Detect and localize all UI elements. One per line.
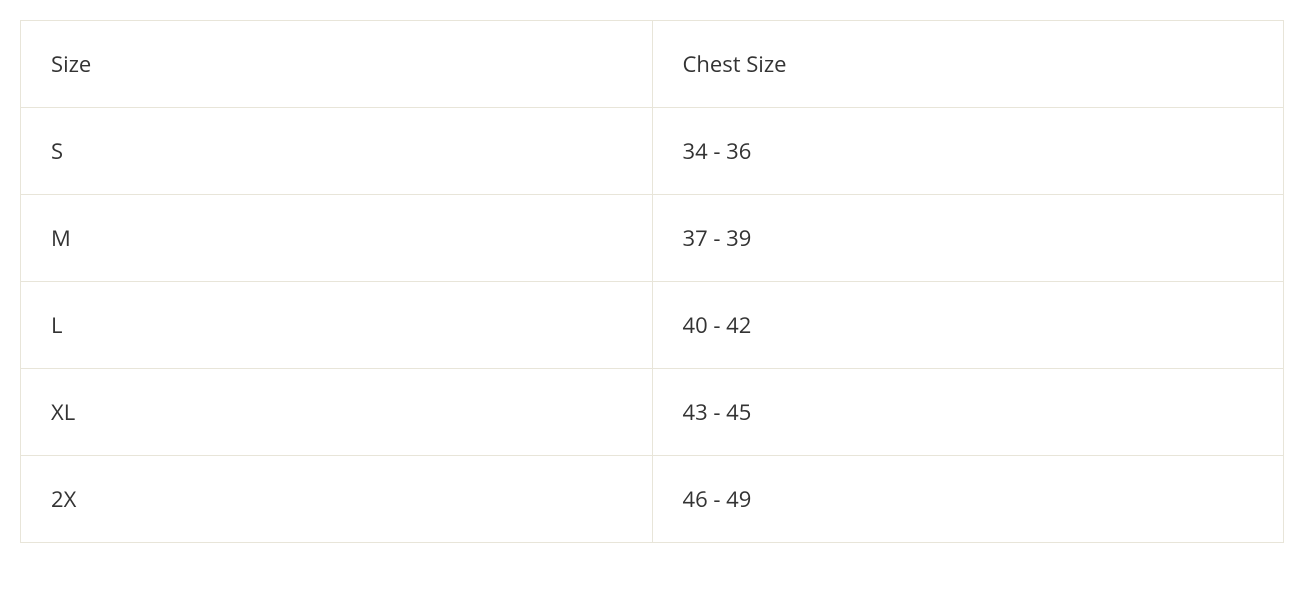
chest-cell: 46 - 49	[652, 456, 1284, 543]
chest-cell: 34 - 36	[652, 108, 1284, 195]
size-cell: L	[21, 282, 653, 369]
size-cell: 2X	[21, 456, 653, 543]
size-chart-table: Size Chest Size S 34 - 36 M 37 - 39 L 40…	[20, 20, 1284, 543]
chest-cell: 40 - 42	[652, 282, 1284, 369]
size-cell: S	[21, 108, 653, 195]
table-row: S 34 - 36	[21, 108, 1284, 195]
size-cell: XL	[21, 369, 653, 456]
column-header-size: Size	[21, 21, 653, 108]
column-header-chest: Chest Size	[652, 21, 1284, 108]
chest-cell: 37 - 39	[652, 195, 1284, 282]
table-header-row: Size Chest Size	[21, 21, 1284, 108]
table-row: M 37 - 39	[21, 195, 1284, 282]
table-row: XL 43 - 45	[21, 369, 1284, 456]
chest-cell: 43 - 45	[652, 369, 1284, 456]
table-row: L 40 - 42	[21, 282, 1284, 369]
table-row: 2X 46 - 49	[21, 456, 1284, 543]
size-cell: M	[21, 195, 653, 282]
